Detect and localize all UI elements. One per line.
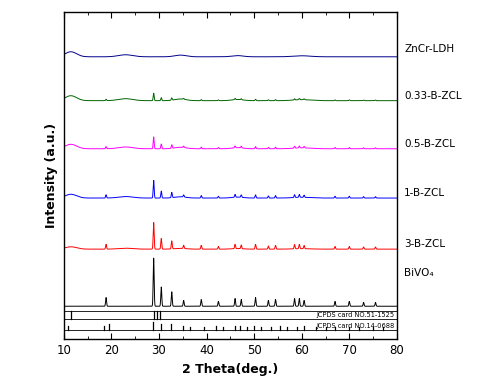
Text: 0.33-B-ZCL: 0.33-B-ZCL [404,91,462,101]
Text: 1-B-ZCL: 1-B-ZCL [404,188,445,198]
Text: JCPDS card NO.14-0688: JCPDS card NO.14-0688 [316,323,394,329]
X-axis label: 2 Theta(deg.): 2 Theta(deg.) [182,363,278,376]
Text: BiVO₄: BiVO₄ [404,268,434,278]
Text: JCPDS card NO.51-1525: JCPDS card NO.51-1525 [317,312,394,318]
Text: ZnCr-LDH: ZnCr-LDH [404,44,454,54]
Y-axis label: Intensity (a.u.): Intensity (a.u.) [45,123,58,228]
Text: 3-B-ZCL: 3-B-ZCL [404,239,445,249]
Text: 0.5-B-ZCL: 0.5-B-ZCL [404,139,455,149]
